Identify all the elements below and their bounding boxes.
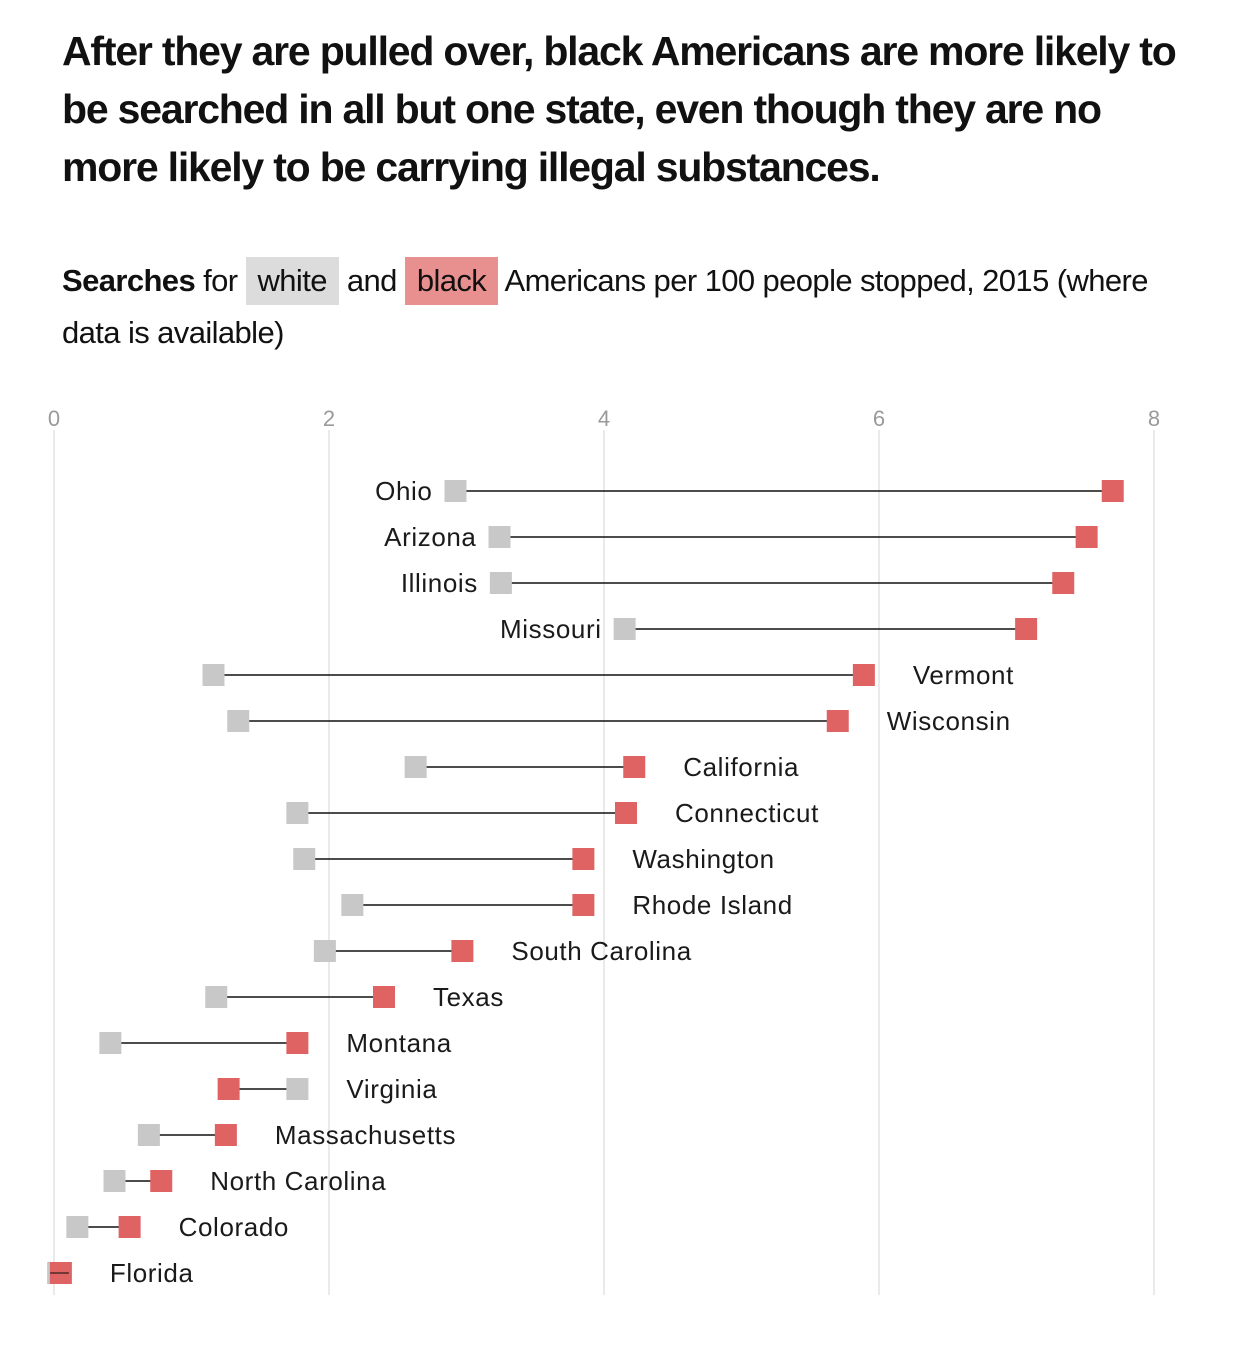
headline: After they are pulled over, black Americ… (62, 28, 1177, 190)
white-marker (293, 848, 316, 870)
black-marker (826, 710, 849, 732)
state-label: Colorado (179, 1212, 289, 1242)
x-tick-label: 6 (873, 406, 885, 431)
white-legend-chip: white (245, 257, 339, 305)
dumbbell-chart: 0 2 4 6 8 Ohio Arizona Illinois Missouri Vermont W… (0, 390, 1256, 1320)
state-label: Missouri (500, 614, 602, 644)
black-marker (451, 940, 474, 962)
black-marker (615, 802, 637, 824)
state-label: Illinois (401, 568, 478, 598)
white-marker (404, 756, 427, 778)
black-marker (1052, 572, 1075, 594)
white-marker (66, 1216, 89, 1238)
state-label: North Carolina (210, 1166, 386, 1196)
subtitle-text-and: and (338, 263, 405, 298)
white-marker (488, 526, 511, 548)
x-tick-label: 4 (598, 406, 610, 431)
state-label: Connecticut (675, 798, 819, 828)
chart-svg: 0 2 4 6 8 Ohio Arizona Illinois Missouri Vermont W… (47, 406, 1160, 1295)
white-marker (103, 1170, 126, 1192)
white-marker (137, 1124, 160, 1146)
state-label: South Carolina (511, 936, 691, 966)
white-marker (99, 1032, 122, 1054)
white-marker (341, 894, 364, 916)
x-tick-label: 8 (1148, 406, 1160, 431)
black-marker (1015, 618, 1038, 640)
subtitle: Searches for white and black Americans p… (62, 255, 1212, 359)
state-label: Ohio (375, 476, 432, 506)
state-label: Virginia (346, 1074, 437, 1104)
subtitle-bold: Searches (62, 263, 196, 298)
state-label: Florida (110, 1258, 194, 1288)
x-tick-label: 2 (323, 406, 335, 431)
x-tick-label: 0 (48, 406, 60, 431)
black-legend-chip: black (404, 257, 499, 305)
state-label: Texas (433, 982, 504, 1012)
black-marker (1075, 526, 1098, 548)
black-marker (286, 1032, 309, 1054)
white-marker (444, 480, 467, 502)
black-marker (118, 1216, 141, 1238)
state-label: Montana (346, 1028, 451, 1058)
white-marker (613, 618, 636, 640)
black-marker (852, 664, 875, 686)
state-label: Wisconsin (887, 706, 1011, 736)
white-marker (227, 710, 250, 732)
white-marker (286, 1078, 309, 1100)
white-marker (205, 986, 228, 1008)
subtitle-text-for: for (195, 263, 246, 298)
subtitle-text-rest: Americans per 100 people stopped, 2015 (… (62, 263, 1148, 350)
state-label: Arizona (384, 522, 476, 552)
white-marker (286, 802, 309, 824)
state-label: Vermont (913, 660, 1014, 690)
white-marker (202, 664, 225, 686)
black-marker (373, 986, 395, 1008)
state-label: California (683, 752, 799, 782)
black-marker (214, 1124, 237, 1146)
state-label: Washington (632, 844, 774, 874)
white-marker (489, 572, 512, 594)
state-label: Massachusetts (275, 1120, 456, 1150)
black-marker (572, 894, 595, 916)
state-label: Rhode Island (632, 890, 792, 920)
black-marker (150, 1170, 173, 1192)
black-marker (623, 756, 646, 778)
black-marker (1101, 480, 1124, 502)
black-marker (217, 1078, 240, 1100)
black-marker (572, 848, 595, 870)
white-marker (313, 940, 336, 962)
